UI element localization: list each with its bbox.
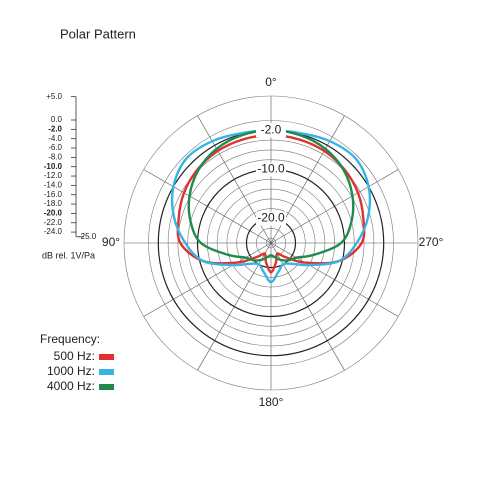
grid-ring	[167, 139, 375, 347]
ring-label-bg	[256, 162, 286, 177]
grid-ring	[216, 188, 326, 298]
scale-label: -6.0	[48, 143, 62, 152]
ring-label-bg	[256, 123, 286, 138]
chart-title: Polar Pattern	[60, 26, 136, 41]
grid-ring	[226, 198, 316, 288]
legend-swatch	[99, 384, 114, 390]
pattern-line	[170, 129, 372, 284]
grid-ring	[236, 208, 306, 278]
scale-label: -2.0	[48, 124, 62, 133]
scale-label: -12.0	[44, 171, 63, 180]
angle-label: 180°	[259, 395, 284, 409]
grid-ring	[207, 179, 336, 308]
legend-label: 4000 Hz:	[47, 379, 95, 393]
pattern-line	[187, 129, 355, 262]
ring-label: -2.0	[261, 122, 282, 136]
scale-label: -4.0	[48, 134, 62, 143]
scale-label: -8.0	[48, 152, 62, 161]
grid-ring	[187, 159, 355, 327]
pattern-line	[176, 133, 366, 274]
ring-label: -10.0	[257, 162, 285, 176]
angle-label: 90°	[102, 235, 120, 249]
angle-label: 270°	[419, 235, 444, 249]
scale-label: -16.0	[44, 190, 63, 199]
scale-label: -22.0	[44, 218, 63, 227]
scale-label: -10.0	[44, 162, 63, 171]
scale-label: -25.0	[78, 232, 97, 241]
legend-label: 500 Hz:	[54, 349, 95, 363]
scale-label: -14.0	[44, 180, 63, 189]
grid-ring	[265, 237, 277, 249]
ring-label: -20.0	[257, 211, 285, 225]
scale-label: -20.0	[44, 209, 63, 218]
grid-ring	[255, 228, 286, 259]
scale-label: -18.0	[44, 199, 63, 208]
legend-swatch	[99, 369, 114, 375]
scale-label: +5.0	[46, 92, 62, 101]
grid-ring	[148, 120, 394, 366]
angle-label: 0°	[265, 75, 277, 89]
legend-title: Frequency:	[40, 332, 100, 346]
ring-label-bg	[256, 211, 286, 226]
grid-ring	[123, 95, 419, 391]
grid-ring	[177, 149, 365, 337]
legend-label: 1000 Hz:	[47, 364, 95, 378]
spoke	[197, 115, 345, 371]
legend-swatch	[99, 354, 114, 360]
r-axis-label: dB rel. 1V/Pa	[42, 250, 95, 260]
scale-label: -24.0	[44, 227, 63, 236]
scale-label: 0.0	[51, 115, 63, 124]
